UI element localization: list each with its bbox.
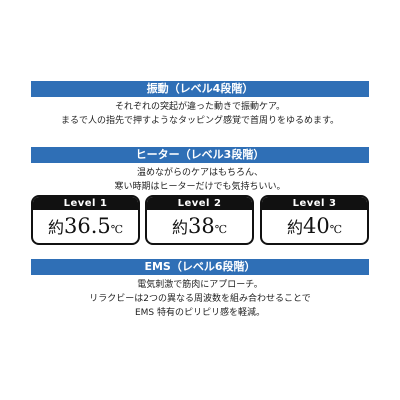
section-title-heater: ヒーター（レベル3段階） <box>31 147 369 163</box>
heater-level-card-3: Level 3 約40℃ <box>260 195 369 245</box>
vibration-description: それぞれの突起が違った動きで振動ケア。 まるで人の指先で押すようなタッピング感覚… <box>31 100 369 128</box>
temperature-value: 約38℃ <box>147 210 252 243</box>
celsius-unit: ℃ <box>110 223 124 236</box>
heater-description: 温めながらのケアはもちろん、 寒い時期はヒーターだけでも気持ちいい。 <box>31 166 369 194</box>
temperature-value: 約40℃ <box>262 210 367 243</box>
section-title-ems: EMS（レベル6段階） <box>31 259 369 275</box>
description-line: リラクビーは2つの異なる周波数を組み合わせることで <box>89 294 311 304</box>
description-line: 電気刺激で筋肉にアプローチ。 <box>137 280 263 290</box>
description-line: まるで人の指先で押すようなタッピング感覚で首周りをゆるめます。 <box>60 116 340 126</box>
section-title-vibration: 振動（レベル4段階） <box>31 81 369 97</box>
level-label: Level 2 <box>147 197 252 210</box>
temperature-value: 約36.5℃ <box>33 210 138 243</box>
description-line: EMS 特有のピリピリ感を軽減。 <box>134 308 266 318</box>
temperature-number: 40 <box>302 214 330 238</box>
ems-description: 電気刺激で筋肉にアプローチ。 リラクビーは2つの異なる周波数を組み合わせることで… <box>31 278 369 320</box>
celsius-unit: ℃ <box>329 223 343 236</box>
approx-prefix: 約 <box>286 218 303 237</box>
description-line: 温めながらのケアはもちろん、 <box>136 168 263 178</box>
celsius-unit: ℃ <box>214 223 228 236</box>
heater-level-card-2: Level 2 約38℃ <box>145 195 254 245</box>
description-line: それぞれの突起が違った動きで振動ケア。 <box>114 102 286 112</box>
description-line: 寒い時期はヒーターだけでも気持ちいい。 <box>114 182 286 192</box>
level-label: Level 3 <box>262 197 367 210</box>
level-label: Level 1 <box>33 197 138 210</box>
heater-level-card-1: Level 1 約36.5℃ <box>31 195 140 245</box>
approx-prefix: 約 <box>171 218 188 237</box>
temperature-number: 36.5 <box>63 214 111 238</box>
approx-prefix: 約 <box>47 218 64 237</box>
temperature-number: 38 <box>187 214 215 238</box>
